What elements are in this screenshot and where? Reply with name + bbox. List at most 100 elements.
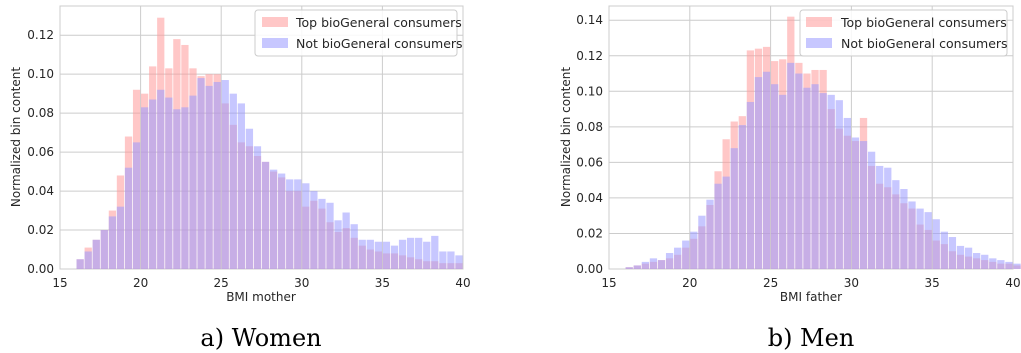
bar-not-men (827, 94, 835, 269)
y-tick-label: 0.08 (576, 120, 603, 134)
bar-not-men (649, 258, 658, 269)
bar-not-men (876, 165, 884, 269)
bar-not-men (730, 148, 738, 269)
panel-women: 15 20 25 30 35 40 0.00 0.02 0.04 0.06 0.08 0.10 0.1… (9, 5, 471, 352)
bar-not-men (940, 231, 948, 269)
bar-not-men (738, 125, 746, 269)
bar-not-men (981, 254, 989, 269)
legend-label-not-women: Not bioGeneral consumers (296, 36, 463, 51)
bars-not-men (625, 62, 1021, 270)
x-tick-label: 35 (375, 276, 390, 290)
legend-label-top-women: Top bioGeneral consumers (295, 15, 462, 30)
bar-not-men (843, 117, 851, 270)
y-tick-label: 0.02 (27, 223, 54, 237)
bar-not-men (859, 141, 868, 269)
bar-not-women (181, 107, 189, 269)
bar-not-men (690, 231, 698, 269)
bar-not-men (746, 101, 755, 269)
legend-swatch-not-women (262, 38, 288, 48)
bar-not-men (762, 71, 771, 269)
bar-not-men (835, 100, 843, 269)
x-tick-label: 40 (1005, 276, 1020, 290)
bar-not-men (811, 84, 819, 270)
ylabel-men: Normalized bin content (559, 67, 573, 207)
bars-not-women (76, 78, 463, 270)
bar-not-women (294, 179, 302, 269)
y-tick-label: 0.14 (576, 13, 603, 27)
bar-not-women (237, 103, 245, 269)
bar-not-men (674, 247, 682, 269)
bar-not-women (302, 183, 310, 269)
bar-not-men (997, 260, 1005, 269)
bar-not-men (851, 137, 860, 269)
bar-not-men (892, 180, 900, 269)
bar-not-women (447, 251, 455, 269)
bar-not-women (221, 80, 229, 269)
bar-not-women (173, 109, 181, 269)
bar-not-women (326, 202, 334, 269)
legend-swatch-not-men (806, 38, 832, 48)
panel-men: 15 20 25 30 35 40 0.00 0.02 0.04 0.06 0.08 0.10 0.1… (559, 5, 1021, 352)
xtick-labels-men: 15 20 25 30 35 40 (601, 276, 1020, 290)
bar-not-men (771, 84, 779, 270)
y-tick-label: 0.08 (27, 106, 54, 120)
bar-not-men (867, 151, 876, 269)
bar-not-men (641, 261, 649, 269)
legend-swatch-top-women (262, 17, 288, 27)
x-tick-label: 30 (844, 276, 859, 290)
bar-not-men (900, 189, 908, 269)
legend-label-top-men: Top bioGeneral consumers (840, 15, 1007, 30)
bar-not-women (423, 241, 431, 269)
bar-not-women (229, 93, 237, 270)
bar-not-women (318, 198, 326, 269)
bar-not-women (92, 239, 100, 269)
y-tick-label: 0.04 (576, 191, 603, 205)
bar-not-women (213, 81, 221, 269)
bar-not-women (439, 251, 447, 269)
y-tick-label: 0.06 (27, 145, 54, 159)
bar-not-men (819, 93, 827, 269)
bar-not-men (779, 94, 787, 269)
legend-men: Top bioGeneral consumers Not bioGeneral … (799, 9, 1008, 57)
bar-not-men (795, 73, 803, 269)
bar-not-women (398, 239, 407, 269)
bar-not-men (803, 87, 811, 269)
bar-not-men (964, 247, 973, 269)
y-tick-label: 0.06 (576, 155, 603, 169)
legend-box-men (799, 9, 1008, 57)
bar-not-women (149, 99, 157, 269)
bar-not-women (342, 212, 350, 269)
ylabel-women: Normalized bin content (9, 67, 23, 207)
bar-not-women (286, 179, 294, 269)
caption-men: b) Men (768, 324, 855, 352)
y-tick-label: 0.12 (27, 28, 54, 42)
bar-not-men (916, 208, 924, 269)
x-tick-label: 20 (133, 276, 148, 290)
xlabel-men: BMI father (780, 290, 842, 304)
bar-not-men (657, 260, 666, 269)
bar-not-men (989, 258, 997, 269)
bar-not-men (956, 245, 965, 269)
bar-not-men (1013, 263, 1021, 269)
x-tick-label: 15 (52, 276, 67, 290)
bar-not-women (406, 237, 415, 269)
y-tick-label: 0.10 (27, 67, 54, 81)
bar-not-women (108, 216, 117, 269)
bar-not-women (253, 146, 262, 269)
bar-not-women (245, 128, 254, 269)
bar-not-men (1005, 261, 1013, 269)
bar-not-women (76, 259, 84, 269)
bar-not-men (932, 219, 940, 269)
bar-not-men (908, 201, 916, 269)
bar-not-women (431, 235, 439, 269)
bar-not-women (350, 224, 358, 269)
y-tick-label: 0.10 (576, 84, 603, 98)
bar-not-women (132, 142, 141, 269)
bar-not-men (625, 267, 633, 269)
bar-not-women (189, 95, 197, 270)
xtick-labels-women: 15 20 25 30 35 40 (52, 276, 470, 290)
bar-not-men (884, 167, 892, 269)
bar-not-women (141, 107, 149, 269)
bar-not-men (714, 183, 722, 269)
